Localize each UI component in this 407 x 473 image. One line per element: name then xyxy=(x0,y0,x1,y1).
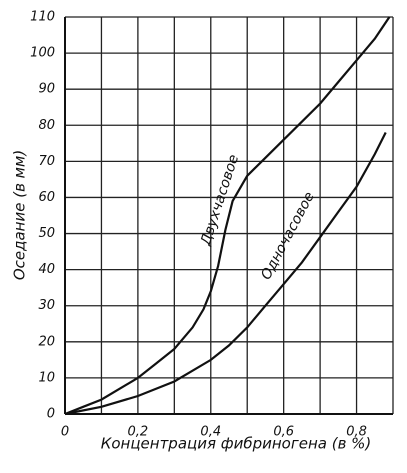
x-axis-label: Концентрация фибриногена (в %) xyxy=(101,435,372,453)
y-tick-label: 50 xyxy=(38,226,55,241)
y-tick-label: 10 xyxy=(38,370,55,385)
y-tick-label: 40 xyxy=(38,262,55,277)
x-tick-label: 0,4 xyxy=(200,425,221,440)
y-tick-label: 90 xyxy=(38,82,55,97)
y-tick-label: 0 xyxy=(47,407,55,422)
line-series xyxy=(64,132,387,416)
y-tick-label: 70 xyxy=(38,154,55,169)
y-axis-label: Оседание (в мм) xyxy=(11,150,29,280)
line-series xyxy=(64,16,391,416)
series-label: Одночасовое xyxy=(258,189,318,282)
x-tick-label: 0,8 xyxy=(346,425,367,440)
x-tick-label: 0,2 xyxy=(128,425,149,440)
y-tick-label: 80 xyxy=(38,118,55,133)
y-tick-label: 60 xyxy=(38,190,55,205)
y-tick-label: 30 xyxy=(38,298,55,313)
y-tick-label: 110 xyxy=(30,10,55,25)
x-tick-label: 0,6 xyxy=(273,425,294,440)
y-tick-label: 20 xyxy=(38,334,55,349)
y-tick-label: 100 xyxy=(30,46,55,61)
x-tick-label: 0 xyxy=(61,425,69,440)
